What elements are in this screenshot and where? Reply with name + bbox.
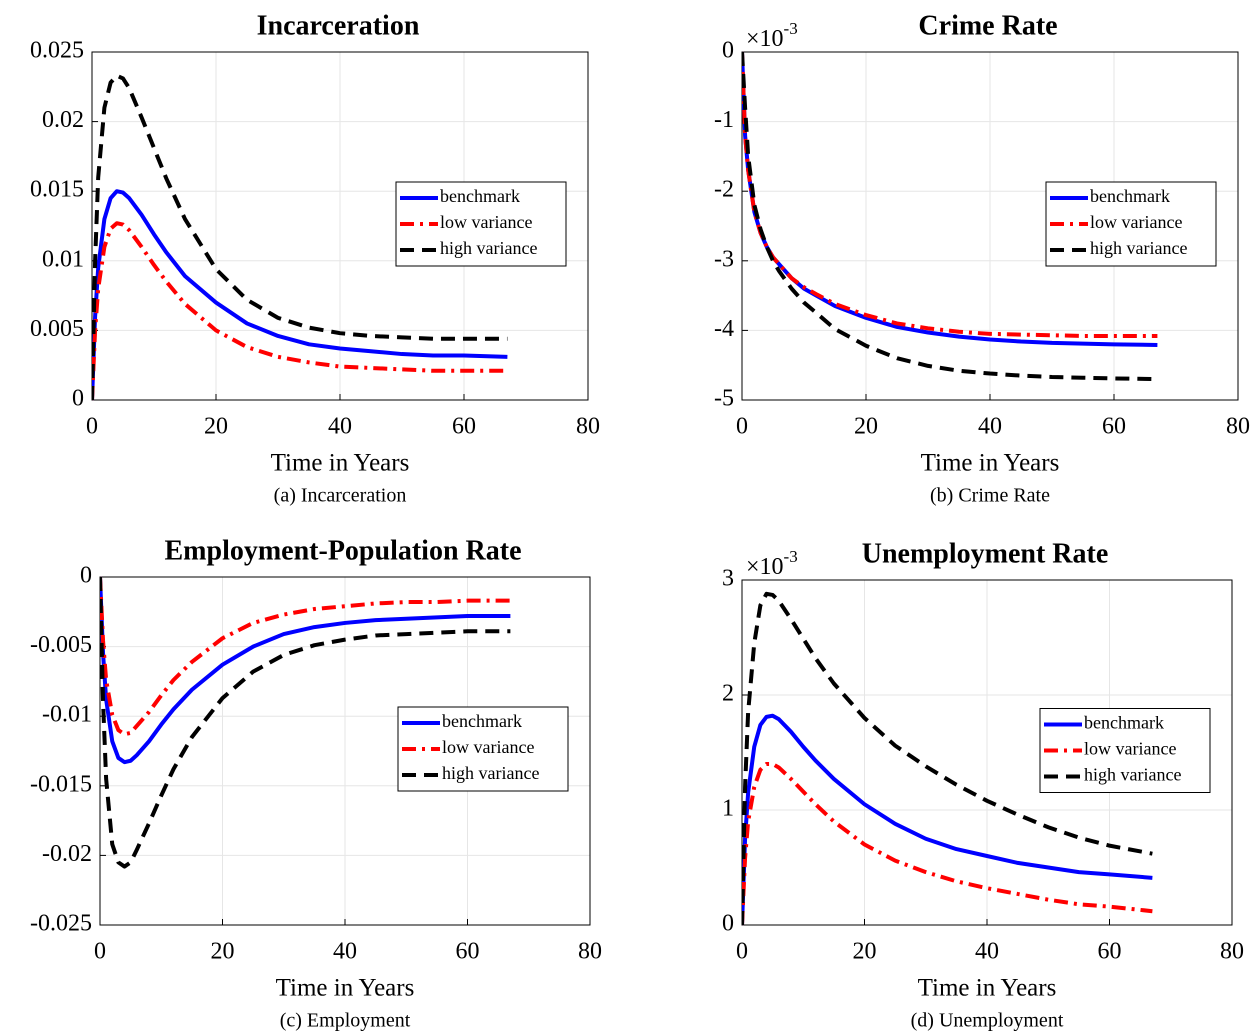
series-line: [742, 591, 1153, 926]
exponent-base: ×10: [746, 554, 784, 580]
chart-title: Crime Rate: [918, 10, 1057, 41]
legend-label: benchmark: [1084, 713, 1164, 733]
legend-label: low variance: [1090, 212, 1182, 232]
y-tick-label: 0.015: [30, 177, 84, 203]
x-tick-label: 60: [1102, 414, 1126, 440]
panel: 0 20 40 60 80 0 0.005 0.01 0.015 0.02 0.025 Incarce…: [30, 10, 600, 506]
x-tick-label: 0: [94, 939, 106, 965]
y-tick-label: -0.025: [30, 911, 92, 937]
series-line: [100, 576, 511, 869]
y-tick-label: 1: [722, 796, 734, 822]
chart-title: Unemployment Rate: [862, 538, 1109, 569]
x-tick-label: 60: [1098, 939, 1122, 965]
x-tick-label: 60: [452, 414, 476, 440]
axes-box: [741, 51, 1239, 401]
series-line: [92, 189, 508, 401]
caption: (b) Crime Rate: [930, 485, 1050, 507]
x-tick-label: 80: [576, 414, 600, 440]
y-tick-label: -0.02: [42, 841, 92, 867]
y-tick-label: -4: [714, 316, 734, 342]
y-tick-label: 0.02: [42, 107, 84, 133]
series-line: [92, 221, 508, 401]
x-tick-label: 60: [456, 939, 480, 965]
legend: benchmark low variance high variance: [395, 181, 567, 267]
x-tick-label: 40: [978, 414, 1002, 440]
legend-label: high variance: [440, 238, 537, 258]
legend-label: low variance: [1084, 739, 1176, 759]
y-exponent: ×10-3: [746, 19, 798, 52]
series-line: [742, 51, 1158, 382]
y-tick-label: 0: [80, 563, 92, 589]
y-exponent: ×10-3: [746, 547, 798, 580]
series-line: [742, 51, 1158, 348]
legend-label: benchmark: [440, 186, 520, 206]
x-tick-label: 80: [578, 939, 602, 965]
y-tick-label: -1: [714, 107, 734, 133]
x-tick-label: 40: [328, 414, 352, 440]
legend-label: benchmark: [442, 711, 522, 731]
caption: (c) Employment: [280, 1010, 411, 1032]
y-tick-label: 2: [722, 681, 734, 707]
y-tick-label: -3: [714, 246, 734, 272]
caption: (d) Unemployment: [911, 1010, 1064, 1032]
x-tick-label: 40: [975, 939, 999, 965]
legend-label: benchmark: [1090, 186, 1170, 206]
y-tick-label: -0.015: [30, 771, 92, 797]
series-line: [92, 73, 508, 401]
axes-box: [99, 576, 591, 926]
x-tick-label: 40: [333, 939, 357, 965]
legend-label: high variance: [1084, 765, 1181, 785]
x-tick-label: 0: [736, 939, 748, 965]
y-tick-label: 0: [72, 386, 84, 412]
exponent-power: -3: [784, 19, 798, 38]
x-axis-label: Time in Years: [271, 450, 410, 477]
chart-title: Employment-Population Rate: [165, 535, 522, 566]
x-tick-label: 80: [1220, 939, 1244, 965]
axes-box: [91, 51, 589, 401]
x-tick-label: 20: [853, 939, 877, 965]
legend: benchmark low variance high variance: [397, 706, 569, 792]
y-tick-label: -2: [714, 177, 734, 203]
series-line: [742, 762, 1153, 926]
y-tick-label: 0: [722, 911, 734, 937]
y-tick-label: -0.01: [42, 702, 92, 728]
legend-label: high variance: [1090, 238, 1187, 258]
y-tick-label: 0: [722, 38, 734, 64]
x-tick-label: 20: [211, 939, 235, 965]
legend-label: low variance: [440, 212, 532, 232]
y-tick-label: 3: [722, 566, 734, 592]
panel: 0 20 40 60 80 -0.025 -0.02 -0.015 -0.01 -0.005 0 Em…: [30, 535, 602, 1031]
y-tick-label: 0.005: [30, 316, 84, 342]
exponent-power: -3: [784, 547, 798, 566]
x-tick-label: 80: [1226, 414, 1250, 440]
legend: benchmark low variance high variance: [1039, 708, 1211, 793]
caption: (a) Incarceration: [274, 485, 407, 507]
legend: benchmark low variance high variance: [1045, 181, 1217, 267]
y-tick-label: 0.01: [42, 246, 84, 272]
legend-label: low variance: [442, 737, 534, 757]
exponent-base: ×10: [746, 26, 784, 52]
y-tick-label: -5: [714, 386, 734, 412]
y-tick-label: -0.005: [30, 632, 92, 658]
series-line: [742, 51, 1158, 338]
x-tick-label: 20: [204, 414, 228, 440]
chart-title: Incarceration: [257, 10, 420, 41]
series-line: [100, 576, 511, 737]
x-tick-label: 20: [854, 414, 878, 440]
x-axis-label: Time in Years: [918, 975, 1057, 1002]
panel: 0 20 40 60 80 -5 -4 -3 -2 -1 0 Crime Rate Time in Ye…: [714, 10, 1250, 506]
axes-box: [741, 579, 1233, 926]
series-line: [742, 713, 1153, 926]
x-axis-label: Time in Years: [276, 975, 415, 1002]
series-line: [100, 576, 511, 765]
x-tick-label: 0: [736, 414, 748, 440]
x-axis-label: Time in Years: [921, 450, 1060, 477]
x-tick-label: 0: [86, 414, 98, 440]
panel: 0 20 40 60 80 0 1 2 3 Unemployment Rate Time in Ye…: [722, 538, 1244, 1031]
legend-label: high variance: [442, 763, 539, 783]
y-tick-label: 0.025: [30, 38, 84, 64]
